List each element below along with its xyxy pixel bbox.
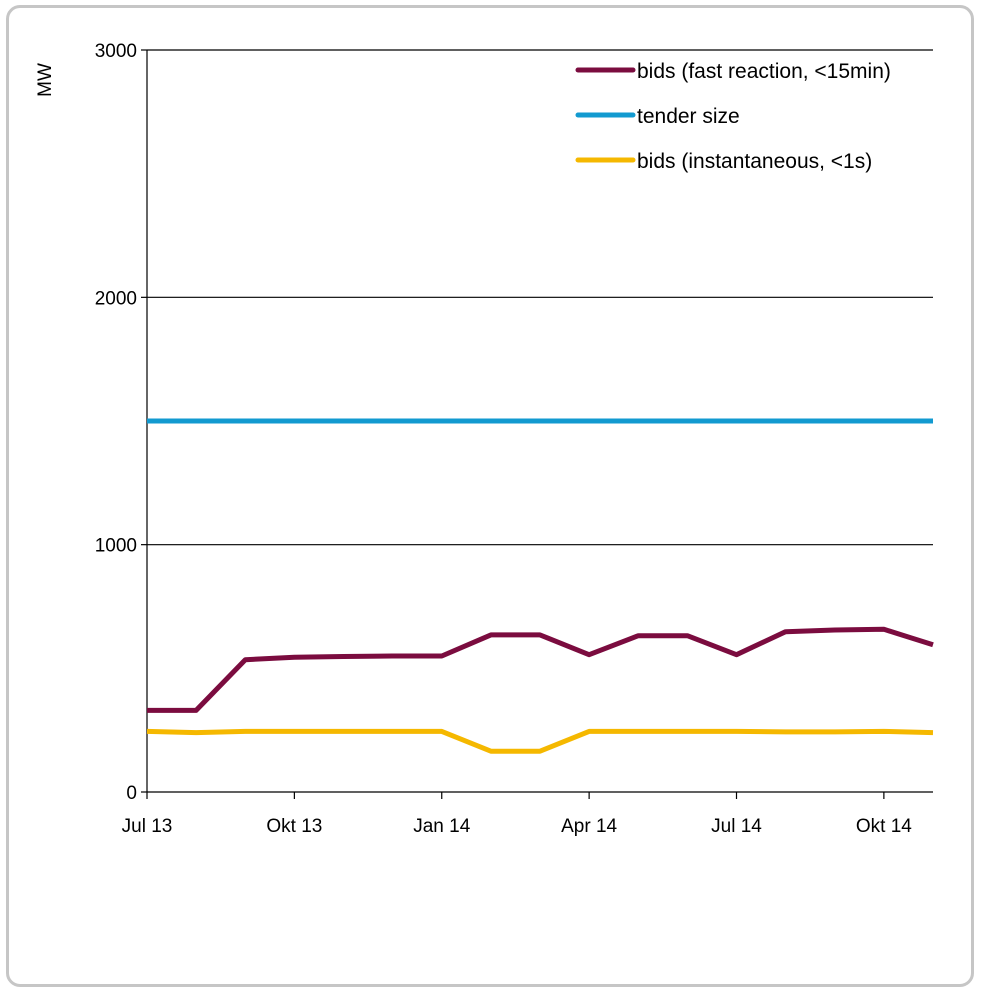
legend: bids (fast reaction, <15min) tender size b… [578, 60, 891, 173]
legend-label: bids (fast reaction, <15min) [637, 60, 891, 83]
x-tick-label: Okt 13 [266, 816, 322, 837]
x-tick-label: Jul 14 [711, 816, 762, 837]
series-layer [147, 421, 933, 751]
y-tick-label: 0 [126, 783, 137, 804]
y-tick-label: 3000 [95, 41, 137, 62]
y-tick-label: 1000 [95, 536, 137, 557]
legend-label: tender size [637, 105, 740, 128]
grid-layer [147, 50, 933, 545]
x-tick-label: Apr 14 [561, 816, 617, 837]
legend-label: bids (instantaneous, <1s) [637, 150, 872, 173]
y-tick-label: 2000 [95, 288, 137, 309]
series-line-2 [147, 731, 933, 751]
series-line-0 [147, 629, 933, 710]
y-axis-label: MW [35, 63, 56, 97]
x-tick-label: Okt 14 [856, 816, 912, 837]
x-tick-label: Jul 13 [122, 816, 173, 837]
x-tick-label: Jan 14 [413, 816, 470, 837]
